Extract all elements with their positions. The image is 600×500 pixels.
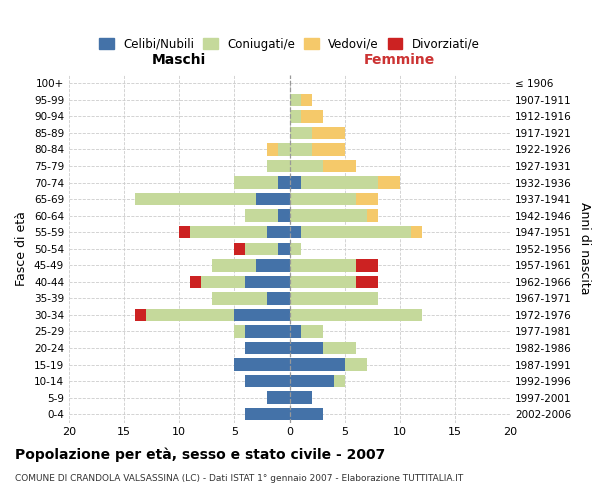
Bar: [290, 358, 344, 371]
Bar: [268, 144, 278, 156]
Bar: [323, 160, 356, 172]
Bar: [290, 308, 422, 321]
Bar: [179, 226, 190, 238]
Bar: [278, 144, 290, 156]
Legend: Celibi/Nubili, Coniugati/e, Vedovi/e, Divorziati/e: Celibi/Nubili, Coniugati/e, Vedovi/e, Di…: [96, 34, 483, 54]
Bar: [268, 226, 290, 238]
Bar: [311, 144, 344, 156]
Bar: [245, 342, 290, 354]
Bar: [344, 358, 367, 371]
Bar: [290, 276, 356, 288]
Bar: [290, 126, 311, 139]
Bar: [290, 292, 378, 304]
Bar: [278, 242, 290, 255]
Bar: [235, 242, 245, 255]
Bar: [245, 210, 278, 222]
Bar: [356, 259, 378, 272]
Bar: [268, 160, 290, 172]
Bar: [235, 358, 290, 371]
Text: COMUNE DI CRANDOLA VALSASSINA (LC) - Dati ISTAT 1° gennaio 2007 - Elaborazione T: COMUNE DI CRANDOLA VALSASSINA (LC) - Dat…: [15, 474, 463, 483]
Bar: [212, 259, 256, 272]
Bar: [301, 326, 323, 338]
Bar: [290, 160, 323, 172]
Bar: [356, 276, 378, 288]
Bar: [290, 342, 323, 354]
Bar: [235, 308, 290, 321]
Bar: [278, 210, 290, 222]
Bar: [245, 326, 290, 338]
Bar: [290, 210, 367, 222]
Bar: [301, 226, 411, 238]
Bar: [334, 375, 344, 388]
Bar: [278, 176, 290, 189]
Bar: [301, 110, 323, 122]
Text: Femmine: Femmine: [364, 52, 436, 66]
Bar: [245, 276, 290, 288]
Text: Popolazione per età, sesso e stato civile - 2007: Popolazione per età, sesso e stato civil…: [15, 448, 385, 462]
Bar: [290, 392, 311, 404]
Bar: [201, 276, 245, 288]
Bar: [311, 126, 344, 139]
Text: Maschi: Maschi: [152, 52, 206, 66]
Bar: [290, 94, 301, 106]
Bar: [256, 259, 290, 272]
Bar: [356, 193, 378, 205]
Bar: [290, 242, 301, 255]
Bar: [323, 342, 356, 354]
Bar: [367, 210, 378, 222]
Bar: [256, 193, 290, 205]
Bar: [146, 308, 235, 321]
Bar: [235, 326, 245, 338]
Bar: [290, 176, 301, 189]
Bar: [378, 176, 400, 189]
Bar: [135, 308, 146, 321]
Bar: [290, 193, 356, 205]
Y-axis label: Fasce di età: Fasce di età: [16, 212, 28, 286]
Bar: [268, 392, 290, 404]
Bar: [268, 292, 290, 304]
Bar: [411, 226, 422, 238]
Bar: [290, 110, 301, 122]
Bar: [135, 193, 256, 205]
Y-axis label: Anni di nascita: Anni di nascita: [578, 202, 591, 295]
Bar: [190, 226, 268, 238]
Bar: [245, 375, 290, 388]
Bar: [212, 292, 268, 304]
Bar: [245, 242, 278, 255]
Bar: [301, 94, 311, 106]
Bar: [301, 176, 378, 189]
Bar: [235, 176, 278, 189]
Bar: [290, 408, 323, 420]
Bar: [290, 144, 311, 156]
Bar: [245, 408, 290, 420]
Bar: [290, 226, 301, 238]
Bar: [290, 375, 334, 388]
Bar: [190, 276, 202, 288]
Bar: [290, 326, 301, 338]
Bar: [290, 259, 356, 272]
